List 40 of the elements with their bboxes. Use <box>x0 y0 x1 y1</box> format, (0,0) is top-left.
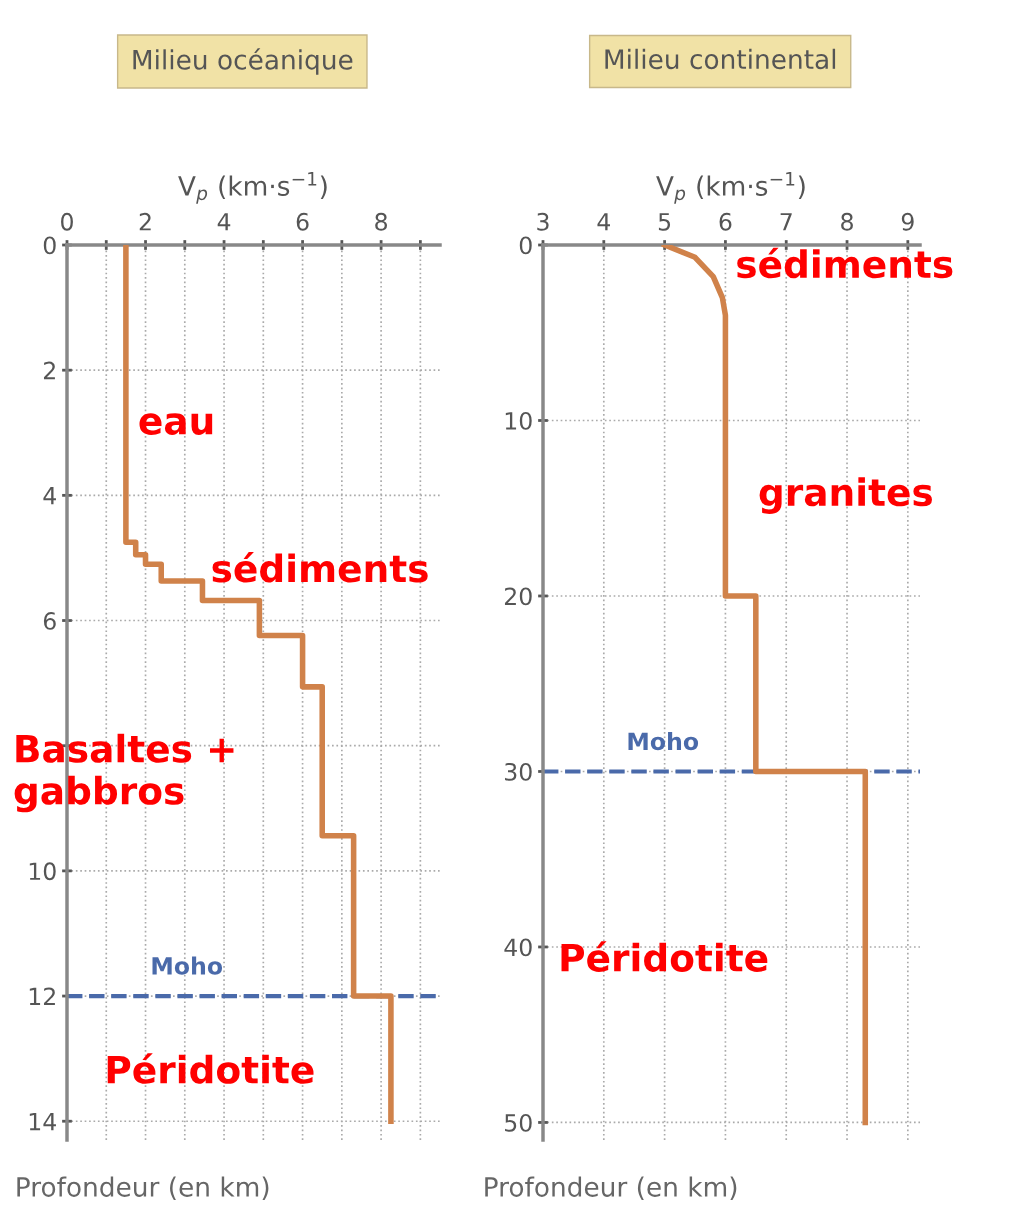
y-tick-label: 12 <box>29 987 55 1006</box>
annotation: sédiments <box>737 247 953 279</box>
x-tick-label: 6 <box>296 212 309 231</box>
y-tick-label: 40 <box>504 938 532 957</box>
x-tick-label: 6 <box>719 212 732 231</box>
y-tick-label: 0 <box>43 236 56 255</box>
y-tick-label: 10 <box>505 411 532 430</box>
x-tick-label: 7 <box>780 213 792 231</box>
x-tick-label: 5 <box>658 213 671 231</box>
y-axis-title: Profondeur (en km) <box>17 1176 269 1200</box>
annotation: Péridotite <box>561 941 768 972</box>
y-tick-label: 20 <box>504 587 532 606</box>
y-tick-label: 2 <box>43 361 55 380</box>
y-tick-label: 14 <box>29 1112 56 1131</box>
x-axis-title: V$_{p}$ (km·s$^{−1}$) <box>178 172 327 204</box>
annotation: eau <box>139 413 213 435</box>
y-tick-label: 0 <box>519 236 532 255</box>
x-tick-label: 8 <box>375 212 387 231</box>
x-tick-label: 8 <box>841 212 853 231</box>
x-tick-label: 0 <box>61 212 73 231</box>
y-tick-label: 4 <box>43 487 56 505</box>
y-tick-label: 50 <box>505 1113 532 1132</box>
y-tick-label: 10 <box>29 862 56 881</box>
chart-title: Milieu océanique <box>133 48 353 75</box>
x-tick-label: 4 <box>217 213 231 231</box>
x-tick-label: 9 <box>901 212 914 231</box>
y-axis-title: Profondeur (en km) <box>485 1176 737 1200</box>
y-tick-label: 30 <box>505 762 532 781</box>
annotation: Basaltes + gabbros <box>14 733 234 813</box>
annotation: sédiments <box>212 552 428 583</box>
x-tick-label: 2 <box>139 212 151 231</box>
ref-line-label: Moho <box>152 956 223 975</box>
ref-line-label: Moho <box>628 731 699 751</box>
y-tick-label: 6 <box>43 611 56 630</box>
annotation: granites <box>759 477 932 514</box>
chart-title: Milieu continental <box>605 48 836 70</box>
annotation: Péridotite <box>107 1053 314 1084</box>
x-tick-label: 3 <box>537 212 549 231</box>
x-axis-title: V$_{p}$ (km·s$^{−1}$) <box>656 172 805 204</box>
x-tick-label: 4 <box>597 213 610 231</box>
